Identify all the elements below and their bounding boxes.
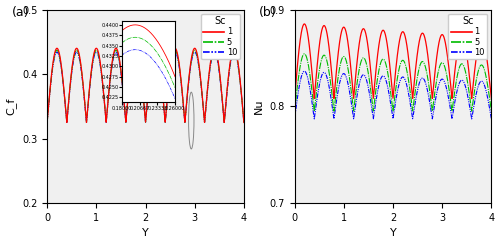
X-axis label: Y: Y (390, 228, 396, 238)
Y-axis label: C_f: C_f (6, 98, 16, 115)
Legend: 1, 5, 10: 1, 5, 10 (201, 14, 240, 60)
Legend: 1, 5, 10: 1, 5, 10 (448, 14, 487, 60)
Text: (b): (b) (259, 6, 277, 19)
X-axis label: Y: Y (142, 228, 149, 238)
Y-axis label: Nu: Nu (254, 99, 264, 114)
Text: (a): (a) (12, 6, 29, 19)
